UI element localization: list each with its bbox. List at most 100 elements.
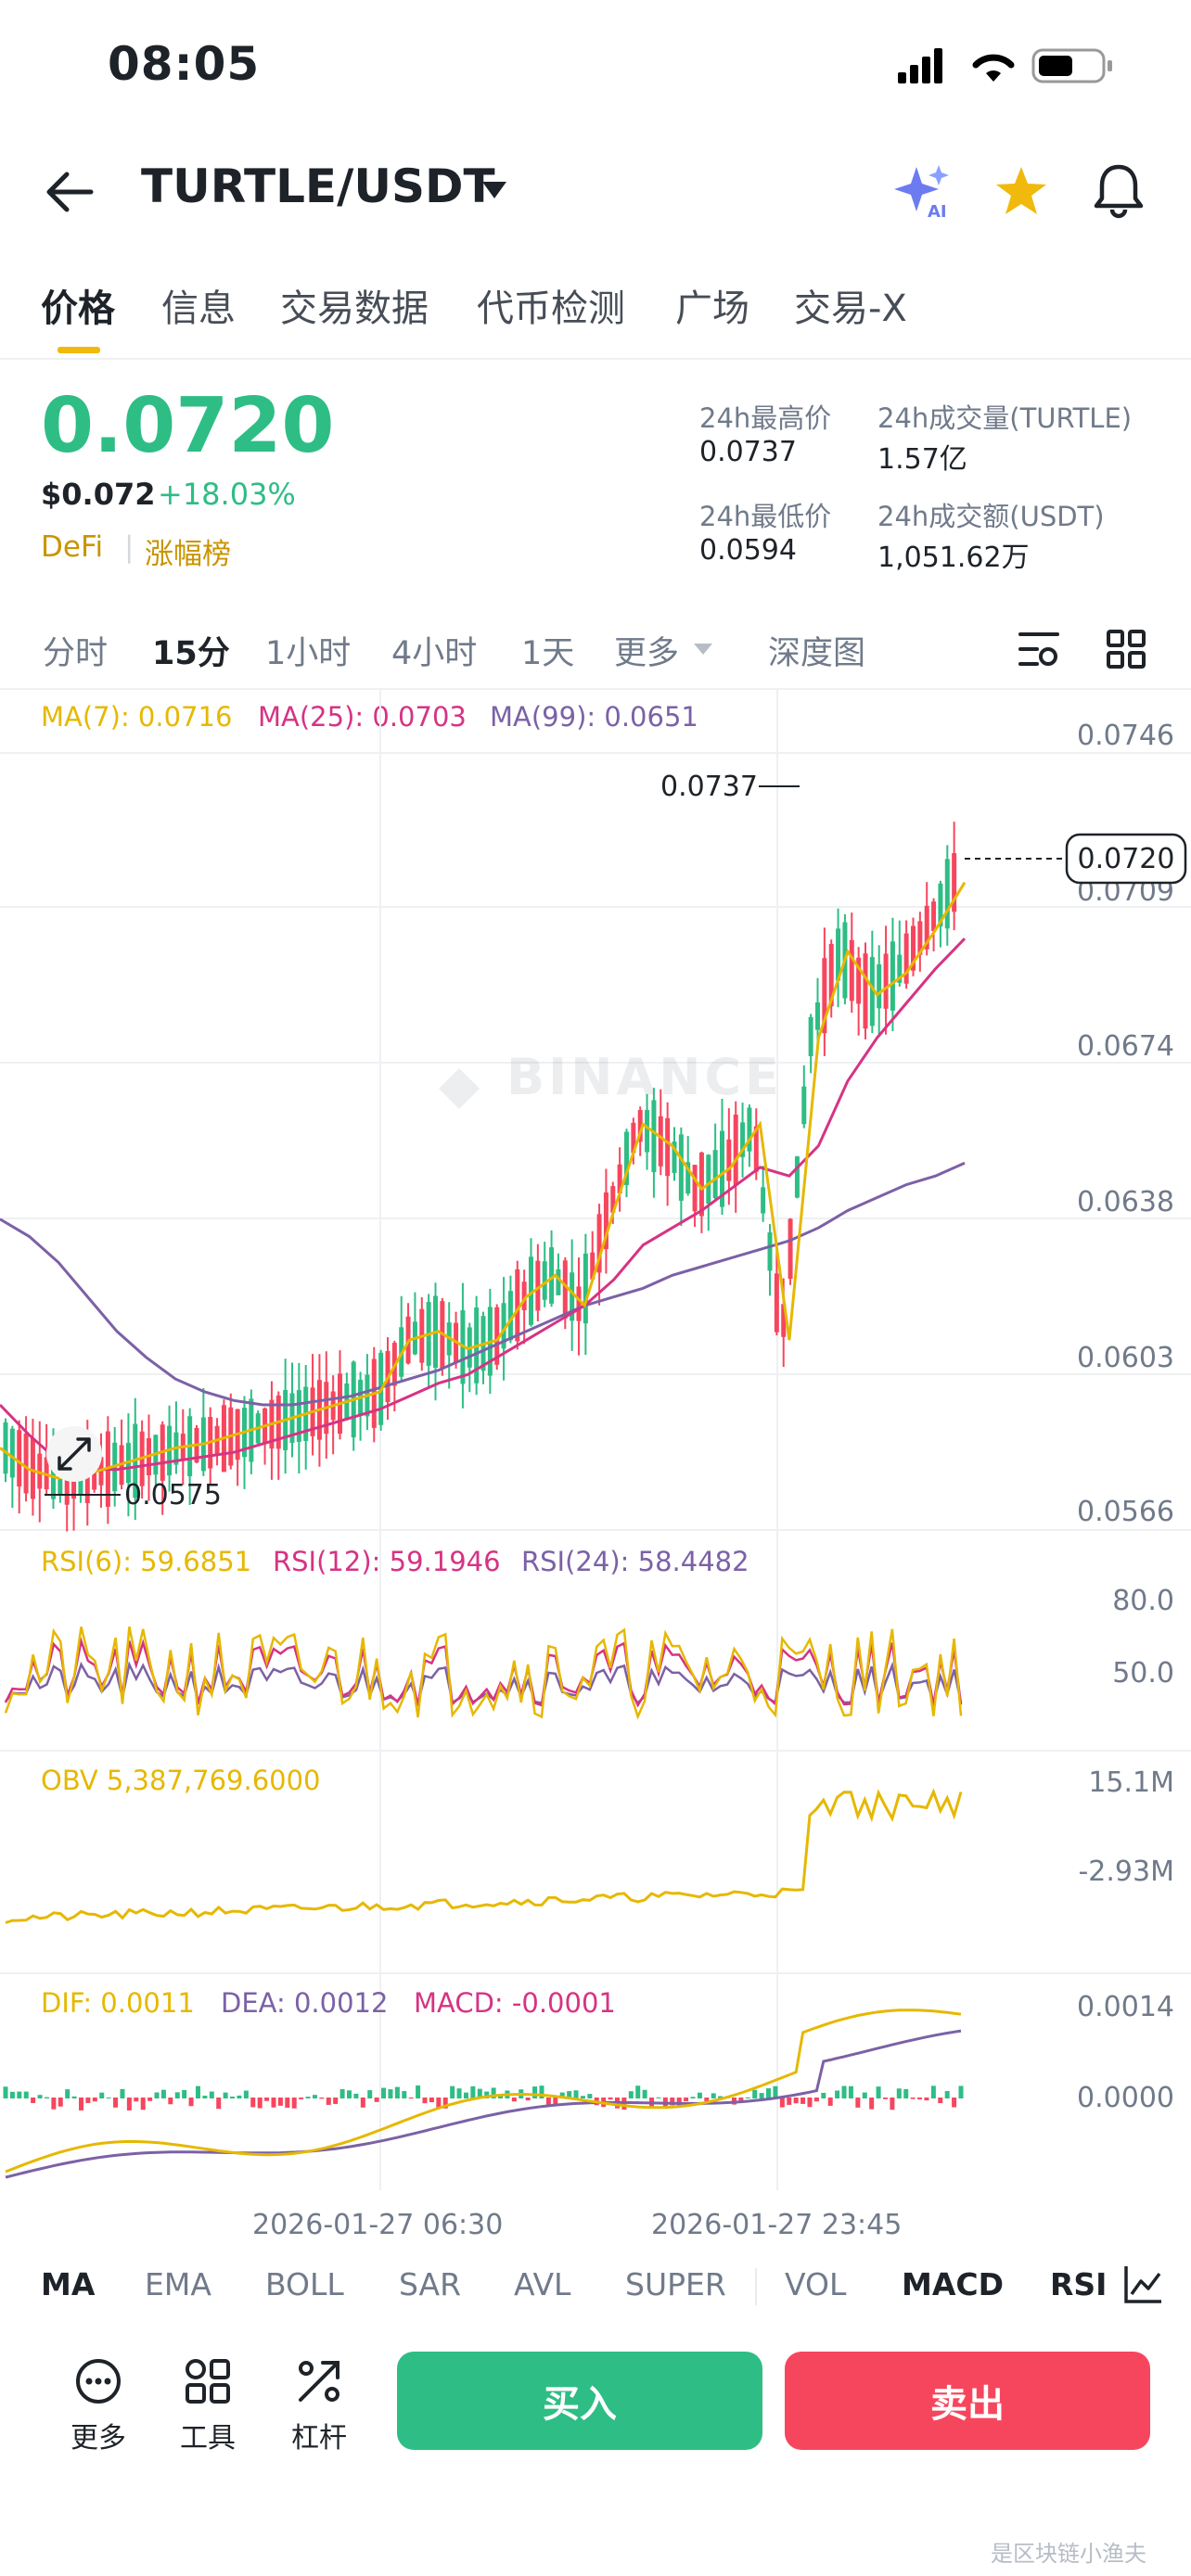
- dif-legend: DIF: 0.0011: [41, 1987, 195, 2019]
- tab-price[interactable]: 价格: [41, 287, 115, 330]
- tab-trade-data[interactable]: 交易数据: [280, 287, 429, 330]
- ind-super[interactable]: SUPER: [625, 2266, 726, 2302]
- macd-bar: [37, 2095, 43, 2098]
- candle-body: [726, 1139, 732, 1181]
- macd-bar: [92, 2098, 97, 2102]
- candle-body: [944, 859, 950, 929]
- signal-icon: [898, 48, 942, 83]
- expand-icon[interactable]: [46, 1426, 102, 1482]
- back-arrow-icon[interactable]: [45, 169, 95, 215]
- ind-boll[interactable]: BOLL: [265, 2266, 344, 2302]
- macd-bar: [223, 2092, 228, 2098]
- bell-icon[interactable]: [1091, 161, 1146, 219]
- price-change: +18.03%: [158, 477, 296, 512]
- price-chart[interactable]: 0.0746 0.0709 0.0674 0.0638 0.0603 0.056…: [0, 688, 1191, 2209]
- macd-legend: MACD: -0.0001: [414, 1987, 616, 2019]
- macd-bar: [9, 2091, 15, 2098]
- tools-icon[interactable]: [184, 2357, 232, 2405]
- vol-quote-label: 24h成交额(USDT): [877, 501, 1105, 532]
- more-dropdown-icon[interactable]: [692, 642, 714, 657]
- tf-line[interactable]: 分时: [43, 635, 109, 672]
- buy-button[interactable]: 买入: [397, 2352, 762, 2450]
- macd-bar: [216, 2098, 222, 2110]
- chart-settings-icon[interactable]: [1017, 629, 1061, 670]
- candle-body: [781, 1304, 787, 1337]
- sell-button[interactable]: 卖出: [785, 2352, 1150, 2450]
- macd-bar: [23, 2091, 29, 2098]
- ma25-line: [0, 937, 967, 1472]
- macd-bar: [470, 2085, 476, 2098]
- tab-square[interactable]: 广场: [675, 287, 749, 330]
- pair-title[interactable]: TURTLE/USDT: [141, 159, 495, 213]
- candle-body: [828, 943, 834, 1007]
- macd-bar: [876, 2086, 881, 2098]
- candlestick-series: [3, 822, 957, 1532]
- tf-4h[interactable]: 4小时: [391, 635, 478, 672]
- ai-sparkle-icon[interactable]: AI: [892, 163, 952, 219]
- macd-bar: [113, 2098, 119, 2108]
- tab-info[interactable]: 信息: [161, 287, 236, 330]
- macd-bar: [154, 2092, 160, 2098]
- candle-body: [30, 1437, 35, 1499]
- tf-depth[interactable]: 深度图: [768, 635, 866, 672]
- macd-bar: [944, 2091, 950, 2098]
- macd-bar: [3, 2086, 8, 2098]
- candle-body: [692, 1165, 698, 1212]
- candle-body: [706, 1154, 711, 1205]
- macd-bar: [711, 2093, 716, 2098]
- more-label[interactable]: 更多: [70, 2422, 126, 2455]
- date-label: 2026-01-27 23:45: [651, 2209, 903, 2241]
- candle-body: [37, 1453, 43, 1489]
- tf-15m[interactable]: 15分: [152, 635, 230, 672]
- binance-watermark: BINANCE: [439, 1048, 779, 1109]
- candle-body: [507, 1291, 513, 1341]
- favorite-star-icon[interactable]: [994, 165, 1048, 217]
- ind-rsi[interactable]: RSI: [1050, 2266, 1108, 2302]
- tag-defi[interactable]: DeFi: [41, 530, 104, 564]
- price-axis-label: 0.0566: [1077, 1496, 1174, 1528]
- price-axis-label: 0.0638: [1077, 1186, 1174, 1218]
- macd-bar: [718, 2096, 724, 2098]
- rsi6-line: [4, 1626, 963, 1720]
- tools-label[interactable]: 工具: [180, 2422, 236, 2455]
- macd-bar: [835, 2090, 840, 2098]
- leverage-icon[interactable]: [295, 2357, 343, 2405]
- candle-body: [665, 1117, 671, 1177]
- candle-body: [535, 1260, 541, 1311]
- tag-gainers[interactable]: 涨幅榜: [145, 538, 231, 571]
- ma99-legend: MA(99): 0.0651: [490, 701, 698, 733]
- macd-bar: [752, 2089, 758, 2098]
- tab-token-check[interactable]: 代币检测: [477, 287, 625, 330]
- macd-bar: [628, 2091, 634, 2098]
- macd-bar: [285, 2098, 290, 2108]
- leverage-label[interactable]: 杠杆: [291, 2422, 347, 2455]
- pair-dropdown-icon[interactable]: [480, 180, 508, 200]
- rsi-axis-label: 50.0: [1112, 1657, 1174, 1690]
- macd-bar: [559, 2092, 565, 2098]
- macd-bar: [545, 2098, 551, 2106]
- ind-ema[interactable]: EMA: [145, 2266, 211, 2302]
- tf-1d[interactable]: 1天: [521, 635, 575, 672]
- indicator-settings-icon[interactable]: [1122, 2263, 1165, 2305]
- tf-1h[interactable]: 1小时: [265, 635, 352, 672]
- candle-body: [678, 1134, 684, 1201]
- ind-avl[interactable]: AVL: [514, 2266, 571, 2302]
- macd-bar: [787, 2098, 792, 2105]
- macd-bar: [463, 2092, 468, 2098]
- macd-bar: [869, 2098, 875, 2110]
- tab-trade-x[interactable]: 交易-X: [794, 287, 907, 330]
- low-value: 0.0594: [699, 534, 797, 567]
- rsi12-legend: RSI(12): 59.1946: [273, 1546, 501, 1577]
- layout-grid-icon[interactable]: [1106, 629, 1146, 670]
- candle-body: [917, 921, 923, 955]
- ind-ma[interactable]: MA: [41, 2266, 96, 2302]
- high-label: 24h最高价: [699, 402, 832, 434]
- tf-more[interactable]: 更多: [614, 635, 680, 672]
- more-icon[interactable]: [74, 2357, 122, 2405]
- ind-macd[interactable]: MACD: [902, 2266, 1004, 2302]
- macd-bar: [800, 2098, 806, 2104]
- candle-body: [596, 1214, 602, 1273]
- ind-vol[interactable]: VOL: [785, 2266, 847, 2302]
- candle-body: [938, 883, 943, 927]
- ind-sar[interactable]: SAR: [399, 2266, 462, 2302]
